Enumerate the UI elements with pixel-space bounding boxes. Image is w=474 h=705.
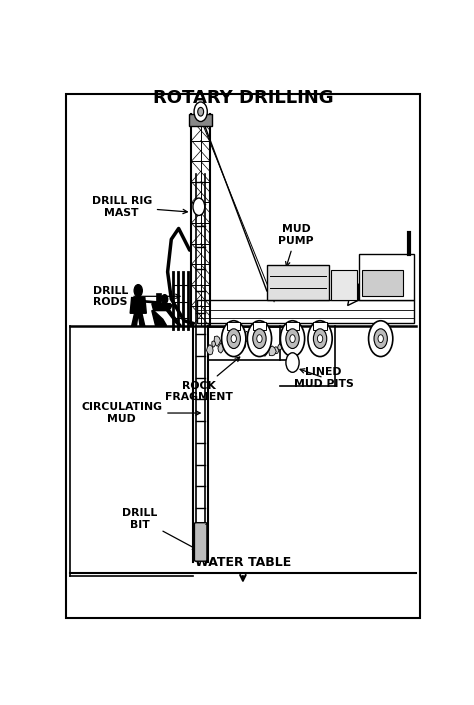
Circle shape <box>253 329 266 348</box>
Polygon shape <box>278 344 282 350</box>
Bar <box>362 271 403 296</box>
FancyBboxPatch shape <box>194 522 207 561</box>
Polygon shape <box>241 341 246 349</box>
Circle shape <box>378 335 383 343</box>
Circle shape <box>308 321 332 357</box>
Circle shape <box>247 321 272 357</box>
Circle shape <box>313 329 327 348</box>
Text: DRILL
RODS: DRILL RODS <box>93 286 180 307</box>
Polygon shape <box>264 333 272 343</box>
Circle shape <box>286 352 299 372</box>
Circle shape <box>198 107 204 116</box>
Polygon shape <box>233 341 238 348</box>
Bar <box>156 293 161 305</box>
Bar <box>227 321 240 330</box>
Polygon shape <box>347 284 359 305</box>
Text: MUD
PUMP: MUD PUMP <box>278 224 314 266</box>
Bar <box>359 254 414 300</box>
Text: ROTARY DRILLING: ROTARY DRILLING <box>153 89 333 107</box>
Circle shape <box>281 321 305 357</box>
Polygon shape <box>221 336 228 348</box>
Polygon shape <box>225 345 231 352</box>
Polygon shape <box>248 339 252 345</box>
Text: DRILL
BIT: DRILL BIT <box>122 508 197 549</box>
Text: CIRCULATING
MUD: CIRCULATING MUD <box>81 403 200 424</box>
Polygon shape <box>145 301 158 303</box>
Text: LINED
MUD PITS: LINED MUD PITS <box>294 367 354 388</box>
Circle shape <box>290 335 295 343</box>
Circle shape <box>231 335 237 343</box>
Polygon shape <box>262 348 268 356</box>
Text: ROCK
FRAGMENT: ROCK FRAGMENT <box>165 357 240 402</box>
Polygon shape <box>269 346 276 356</box>
Bar <box>313 321 327 330</box>
Polygon shape <box>259 345 264 353</box>
Circle shape <box>193 198 205 216</box>
Polygon shape <box>228 344 236 355</box>
Text: WATER TABLE: WATER TABLE <box>195 556 291 569</box>
Circle shape <box>369 321 393 357</box>
Polygon shape <box>132 308 145 326</box>
Bar <box>189 114 212 126</box>
Circle shape <box>222 321 246 357</box>
Bar <box>331 270 357 300</box>
Polygon shape <box>152 304 172 311</box>
Circle shape <box>374 329 387 348</box>
Polygon shape <box>214 336 220 346</box>
Circle shape <box>227 329 240 348</box>
Bar <box>286 321 299 330</box>
Polygon shape <box>166 311 181 326</box>
Circle shape <box>194 102 207 121</box>
Bar <box>267 265 329 300</box>
Polygon shape <box>218 343 223 353</box>
Circle shape <box>134 285 142 297</box>
Bar <box>197 300 414 324</box>
Bar <box>253 321 266 330</box>
Polygon shape <box>252 335 256 341</box>
Polygon shape <box>212 341 216 348</box>
Text: DRILL RIG
MAST: DRILL RIG MAST <box>91 196 187 218</box>
Polygon shape <box>285 340 290 347</box>
Circle shape <box>318 335 323 343</box>
Circle shape <box>286 329 299 348</box>
Polygon shape <box>243 331 249 341</box>
Polygon shape <box>207 345 213 355</box>
Polygon shape <box>273 347 279 354</box>
Circle shape <box>162 295 168 304</box>
Circle shape <box>257 335 262 343</box>
Polygon shape <box>130 298 146 313</box>
Polygon shape <box>152 311 166 326</box>
